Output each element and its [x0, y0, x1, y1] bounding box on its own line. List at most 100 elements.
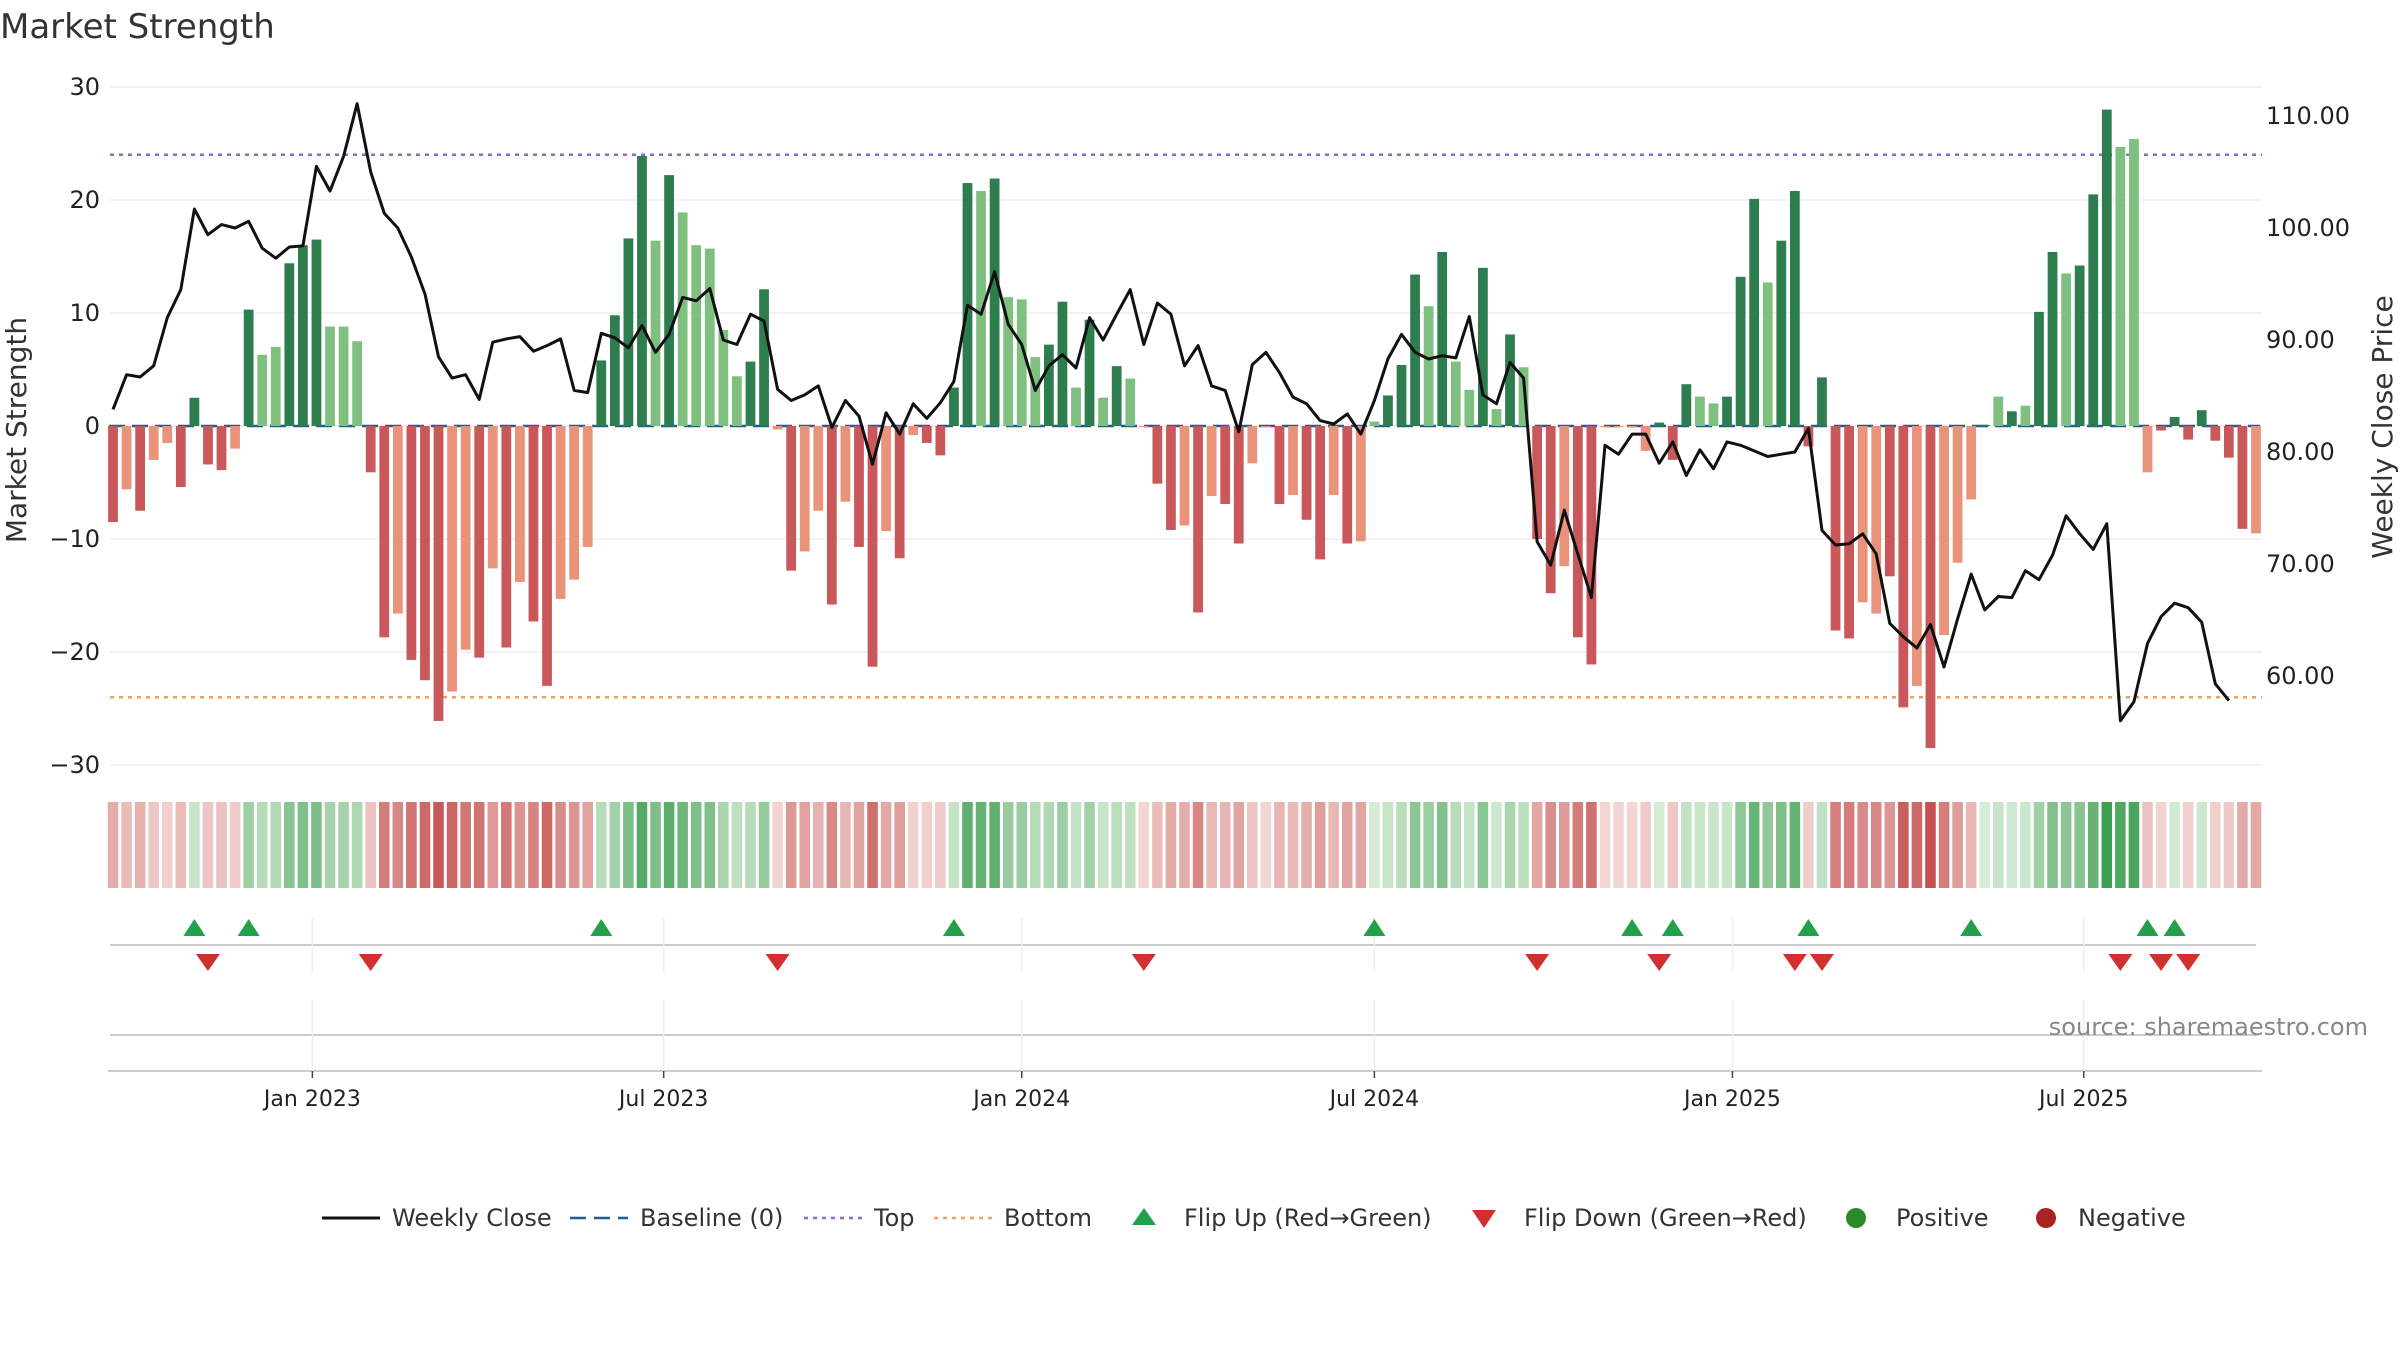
right-y-axis: 110.00 100.00 90.00 80.00 70.00 60.00 — [2266, 102, 2350, 690]
legend: Weekly Close Baseline (0) Top Bottom Flip Up… — [322, 1204, 2186, 1232]
left-tick-label: 10 — [69, 299, 100, 327]
strip-cell — [2033, 802, 2045, 888]
strip-cell — [2087, 802, 2099, 888]
strip-cell — [677, 802, 688, 888]
strength-bar — [2006, 411, 2017, 426]
legend-item-flip-up: Flip Up (Red→Green) — [1132, 1204, 1432, 1232]
strip-cell — [1545, 802, 1556, 888]
strip-cell — [1694, 802, 1706, 888]
legend-item-baseline: Baseline (0) — [570, 1204, 783, 1232]
strip-cell — [351, 802, 363, 888]
strip-cell — [1355, 802, 1367, 888]
strength-bar — [908, 426, 919, 436]
strength-bar — [759, 289, 769, 426]
strip-cell — [473, 802, 485, 888]
flip-up-marker — [1797, 919, 1820, 936]
strip-cell — [636, 802, 648, 888]
strip-cell — [1748, 802, 1760, 888]
strength-bar — [1979, 424, 1990, 426]
chart-title: Market Strength — [0, 7, 275, 47]
strip-cell — [2210, 802, 2221, 888]
strength-bar — [854, 426, 864, 547]
strength-bar — [609, 315, 620, 426]
strength-bar — [637, 155, 647, 426]
flip-up-marker — [1661, 919, 1684, 936]
strip-cell — [582, 802, 593, 888]
legend-item-flip-down: Flip Down (Green→Red) — [1472, 1204, 1807, 1232]
strength-bar — [718, 329, 729, 426]
strip-cell — [813, 802, 824, 888]
strength-bar — [1166, 426, 1176, 530]
strip-cell — [1111, 802, 1122, 888]
strength-bar — [772, 426, 783, 430]
strip-cell — [1898, 802, 1909, 888]
strength-bar — [447, 426, 457, 692]
strip-cell — [1247, 802, 1258, 888]
strip-cell — [365, 802, 376, 888]
strength-bar — [148, 426, 159, 460]
strip-cell — [1843, 802, 1855, 888]
strip-cell — [1464, 802, 1475, 888]
strip-cell — [840, 802, 851, 888]
strip-cell — [1165, 802, 1177, 888]
strip-cell — [297, 802, 309, 888]
strip-cell — [1925, 802, 1936, 888]
strength-bar — [135, 426, 146, 511]
strip-cell — [989, 802, 1000, 888]
strip-cell — [311, 802, 322, 888]
right-tick-label: 60.00 — [2266, 662, 2335, 690]
strip-cell — [1762, 802, 1774, 888]
strip-cell — [690, 802, 702, 888]
strip-cell — [1965, 802, 1977, 888]
strength-bar — [365, 426, 376, 473]
strength-bar — [1600, 426, 1610, 428]
strip-cell — [2101, 802, 2113, 888]
strip-cell — [2169, 802, 2180, 888]
strength-bar — [1138, 426, 1149, 428]
strip-cell — [501, 802, 512, 888]
strip-cell — [975, 802, 987, 888]
x-tick-label: Jul 2025 — [2037, 1087, 2129, 1112]
strip-cell — [256, 802, 268, 888]
strip-cell — [378, 802, 390, 888]
strip-cell — [1314, 802, 1326, 888]
strength-bar — [2074, 265, 2085, 426]
strength-bar — [1247, 426, 1258, 464]
strip-cell — [243, 802, 254, 888]
left-tick-label: −20 — [49, 638, 100, 666]
strip-cell — [284, 802, 295, 888]
x-tick-label: Jan 2025 — [1682, 1087, 1781, 1112]
flip-up-marker — [1621, 919, 1644, 936]
strength-bar — [1545, 426, 1556, 594]
strength-bar — [894, 426, 905, 559]
strip-cell — [541, 802, 553, 888]
strength-bar — [1043, 344, 1054, 426]
strip-cell — [107, 802, 119, 888]
strength-bar — [1912, 426, 1922, 686]
strength-bar — [1559, 426, 1570, 567]
strip-cell — [1681, 802, 1692, 888]
flip-down-marker — [1647, 954, 1672, 971]
strip-cell — [1653, 802, 1665, 888]
strip-cell — [1599, 802, 1611, 888]
legend-swatch-dot — [2036, 1208, 2056, 1228]
strip-cell — [785, 802, 797, 888]
strength-bar — [1478, 267, 1488, 426]
strength-bar — [691, 245, 702, 426]
strength-bar — [1966, 426, 1977, 500]
legend-swatch-dot — [1846, 1208, 1866, 1228]
strength-bar — [1776, 240, 1787, 426]
strength-bar — [949, 387, 959, 426]
strength-bar — [1342, 426, 1353, 544]
strength-bar — [1233, 426, 1244, 544]
strength-bar — [230, 426, 240, 449]
strip-cell — [731, 802, 743, 888]
legend-label: Positive — [1896, 1204, 1989, 1232]
x-tick-label: Jul 2024 — [1328, 1087, 1420, 1112]
strip-cell — [1979, 802, 1991, 888]
strength-bar — [1722, 396, 1732, 426]
strength-bar — [1993, 396, 2004, 426]
strength-bar — [2251, 426, 2261, 534]
strength-bar — [1125, 378, 1136, 426]
